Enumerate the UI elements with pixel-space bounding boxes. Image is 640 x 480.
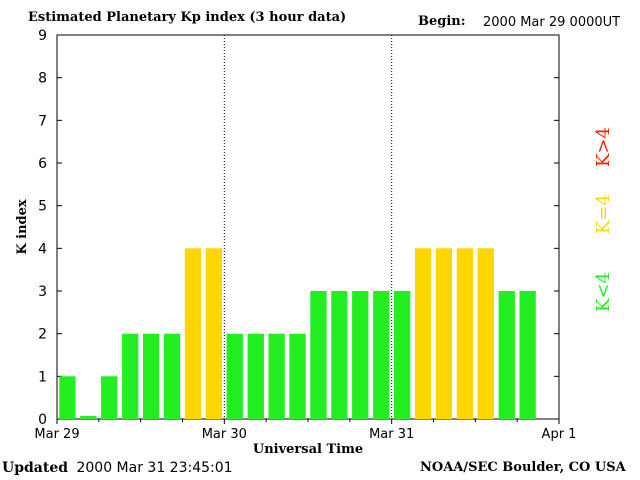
kp-bar (80, 416, 97, 419)
kp-bar (143, 333, 160, 419)
kp-bar (373, 291, 390, 419)
kp-bar (163, 333, 181, 419)
y-tick-label: 9 (38, 28, 47, 44)
x-tick-label: Mar 31 (369, 427, 414, 442)
kp-bar (101, 376, 118, 419)
legend-entry: K=4 (593, 194, 614, 234)
y-tick-label: 8 (38, 71, 47, 87)
kp-bar (331, 291, 348, 419)
updated-label: Updated (2, 460, 69, 476)
kp-bar (394, 291, 411, 419)
y-tick-label: 5 (38, 199, 47, 215)
y-axis-label: K index (15, 199, 30, 255)
kp-bar (268, 333, 285, 419)
x-tick-label: Mar 29 (34, 427, 79, 442)
kp-bar (247, 333, 264, 419)
kp-bar (59, 376, 76, 419)
x-axis-label: Universal Time (253, 442, 363, 457)
kp-bar (310, 291, 327, 419)
y-tick-label: 7 (38, 113, 47, 129)
y-tick-label: 3 (38, 284, 47, 300)
kp-bar (352, 291, 369, 419)
y-tick-label: 6 (38, 156, 47, 172)
kp-bar (435, 248, 453, 419)
kp-bar (477, 248, 494, 419)
kp-bar (226, 333, 243, 419)
chart-title: Estimated Planetary Kp index (3 hour dat… (28, 10, 347, 25)
begin-label: Begin: (418, 14, 466, 29)
kp-bar (122, 333, 139, 419)
y-tick-label: 2 (38, 327, 47, 343)
y-tick-label: 0 (38, 412, 47, 428)
kp-bar (414, 248, 432, 419)
kp-bar (289, 333, 306, 419)
kp-bar (456, 248, 473, 419)
kp-bar (184, 248, 202, 419)
x-tick-label: Apr 1 (542, 427, 577, 442)
kp-bar (519, 291, 536, 419)
kp-bar (498, 291, 515, 419)
source-label: NOAA/SEC Boulder, CO USA (420, 460, 626, 475)
x-tick-label: Mar 30 (202, 427, 247, 442)
y-tick-label: 4 (38, 241, 47, 257)
updated-stamp: Updated 2000 Mar 31 23:45:01 (2, 460, 233, 476)
updated-value: 2000 Mar 31 23:45:01 (76, 460, 233, 476)
begin-value: 2000 Mar 29 0000UT (483, 15, 621, 30)
y-tick-label: 1 (38, 369, 47, 385)
legend-entry: K<4 (593, 272, 614, 312)
kp-bar (205, 248, 222, 419)
legend-entry: K>4 (593, 127, 614, 167)
